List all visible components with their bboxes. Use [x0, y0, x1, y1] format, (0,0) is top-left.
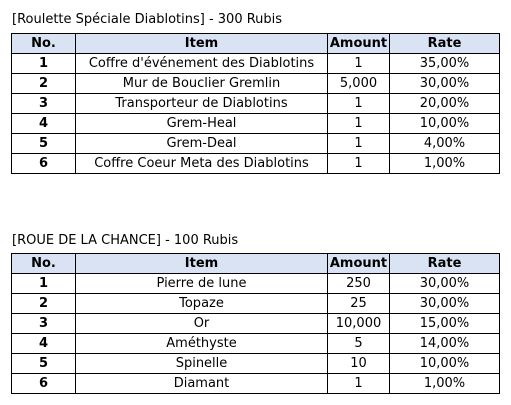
row-rate: 10,00%: [389, 113, 500, 134]
row-amount: 10: [327, 353, 390, 374]
row-amount: 1: [327, 93, 390, 114]
roulette-section-title: [Roulette Spéciale Diablotins] - 300 Rub…: [12, 12, 283, 27]
row-item: Spinelle: [75, 353, 328, 374]
row-rate: 10,00%: [389, 353, 500, 374]
row-rate: 20,00%: [389, 93, 500, 114]
row-item: Améthyste: [75, 333, 328, 354]
row-rate: 30,00%: [389, 73, 500, 94]
table-row: 3 Transporteur de Diablotins 1 20,00%: [11, 93, 500, 114]
row-rate: 30,00%: [389, 293, 500, 314]
row-rate: 1,00%: [389, 153, 500, 174]
table-row: 4 Améthyste 5 14,00%: [11, 333, 500, 354]
table-row: 5 Grem-Deal 1 4,00%: [11, 133, 500, 154]
row-item: Coffre d'événement des Diablotins: [75, 53, 328, 74]
row-rate: 30,00%: [389, 273, 500, 294]
row-no: 1: [11, 53, 76, 74]
table-row: 6 Coffre Coeur Meta des Diablotins 1 1,0…: [11, 153, 500, 174]
header-item: Item: [75, 33, 328, 54]
row-rate: 4,00%: [389, 133, 500, 154]
header-amount: Amount: [327, 253, 390, 274]
row-rate: 35,00%: [389, 53, 500, 74]
row-item: Or: [75, 313, 328, 334]
row-item: Grem-Deal: [75, 133, 328, 154]
table-row: 5 Spinelle 10 10,00%: [11, 353, 500, 374]
row-rate: 1,00%: [389, 373, 500, 394]
table-row: 3 Or 10,000 15,00%: [11, 313, 500, 334]
row-amount: 250: [327, 273, 390, 294]
header-amount: Amount: [327, 33, 390, 54]
row-no: 2: [11, 73, 76, 94]
table-row: 1 Pierre de lune 250 30,00%: [11, 273, 500, 294]
table-row: 1 Coffre d'événement des Diablotins 1 35…: [11, 53, 500, 74]
row-no: 2: [11, 293, 76, 314]
row-amount: 1: [327, 53, 390, 74]
row-item: Topaze: [75, 293, 328, 314]
row-rate: 15,00%: [389, 313, 500, 334]
row-no: 4: [11, 333, 76, 354]
row-rate: 14,00%: [389, 333, 500, 354]
row-amount: 1: [327, 113, 390, 134]
row-no: 5: [11, 353, 76, 374]
table-row: 6 Diamant 1 1,00%: [11, 373, 500, 394]
row-amount: 1: [327, 133, 390, 154]
header-item: Item: [75, 253, 328, 274]
table-header-row: No. Item Amount Rate: [11, 253, 500, 274]
wheel-section-title: [ROUE DE LA CHANCE] - 100 Rubis: [12, 233, 239, 248]
table-header-row: No. Item Amount Rate: [11, 33, 500, 54]
table-row: 2 Topaze 25 30,00%: [11, 293, 500, 314]
row-item: Coffre Coeur Meta des Diablotins: [75, 153, 328, 174]
roulette-rate-table: No. Item Amount Rate 1 Coffre d'événemen…: [11, 33, 500, 174]
row-no: 6: [11, 153, 76, 174]
row-amount: 1: [327, 373, 390, 394]
row-item: Mur de Bouclier Gremlin: [75, 73, 328, 94]
row-no: 1: [11, 273, 76, 294]
row-amount: 25: [327, 293, 390, 314]
header-rate: Rate: [389, 33, 500, 54]
row-no: 3: [11, 93, 76, 114]
header-no: No.: [11, 253, 76, 274]
row-no: 4: [11, 113, 76, 134]
row-no: 6: [11, 373, 76, 394]
wheel-rate-table: No. Item Amount Rate 1 Pierre de lune 25…: [11, 253, 500, 394]
row-item: Transporteur de Diablotins: [75, 93, 328, 114]
row-amount: 10,000: [327, 313, 390, 334]
row-item: Diamant: [75, 373, 328, 394]
row-no: 3: [11, 313, 76, 334]
row-amount: 5: [327, 333, 390, 354]
table-row: 2 Mur de Bouclier Gremlin 5,000 30,00%: [11, 73, 500, 94]
header-rate: Rate: [389, 253, 500, 274]
header-no: No.: [11, 33, 76, 54]
row-amount: 1: [327, 153, 390, 174]
row-item: Pierre de lune: [75, 273, 328, 294]
table-row: 4 Grem-Heal 1 10,00%: [11, 113, 500, 134]
row-amount: 5,000: [327, 73, 390, 94]
row-no: 5: [11, 133, 76, 154]
row-item: Grem-Heal: [75, 113, 328, 134]
